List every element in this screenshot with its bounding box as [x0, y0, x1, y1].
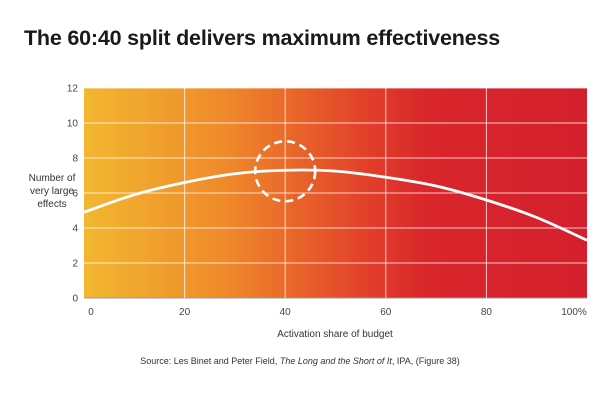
x-tick-label: 20	[179, 307, 191, 318]
x-tick-label: 60	[380, 307, 392, 318]
source-prefix: Source: Les Binet and Peter Field,	[140, 356, 280, 366]
y-tick-label: 10	[67, 119, 79, 130]
chart-title: The 60:40 split delivers maximum effecti…	[24, 26, 500, 50]
y-tick-label: 0	[72, 294, 78, 305]
x-axis-label: Activation share of budget	[277, 329, 393, 340]
series-line	[83, 168, 588, 242]
y-tick-label: 12	[67, 84, 79, 95]
x-tick-label: 80	[481, 307, 493, 318]
source-book-title: The Long and the Short of It	[279, 356, 392, 366]
optimum-highlight-circle	[253, 139, 317, 203]
x-tick-label: 100%	[561, 307, 587, 318]
y-axis-label-line-2: very large	[30, 186, 74, 197]
y-tick-label: 4	[72, 224, 78, 235]
y-axis-label-line-3: effects	[37, 199, 66, 210]
x-tick-label: 0	[88, 307, 94, 318]
source-suffix: , IPA, (Figure 38)	[391, 356, 460, 366]
source-citation: Source: Les Binet and Peter Field, The L…	[0, 356, 600, 366]
y-axis-ticks: 0 2 4 6 8 10 12	[67, 84, 79, 305]
grid-lines	[84, 87, 587, 299]
y-axis-label-line-1: Number of	[29, 173, 76, 184]
y-tick-label: 8	[72, 154, 78, 165]
y-tick-label: 6	[72, 189, 78, 200]
x-axis-ticks: 0 20 40 60 80 100%	[88, 307, 587, 318]
x-tick-label: 40	[280, 307, 292, 318]
y-tick-label: 2	[72, 259, 78, 270]
